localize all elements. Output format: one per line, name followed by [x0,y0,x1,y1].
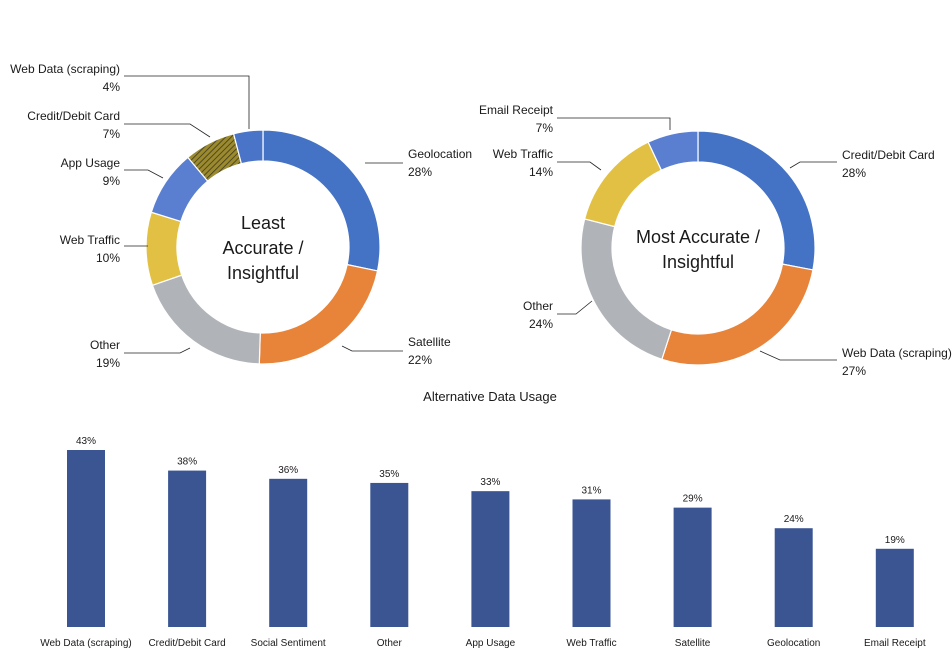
slice-value-web-data-scraping: 4% [103,80,121,94]
bar-app-usage [471,491,510,627]
bar-value-label-social-sentiment: 36% [278,465,298,476]
leader-line-credit-debit-card [124,123,211,138]
donut-center-line-2: Insightful [662,252,734,272]
leader-line-app-usage [124,169,164,179]
bar-geolocation [774,528,813,627]
bar-category-label-other: Other [377,638,403,648]
slice-value-satellite: 22% [408,353,432,367]
donut-slice-credit-debit-card [697,130,816,271]
slice-value-web-data-scraping: 27% [842,364,866,378]
donut-slice-web-traffic [145,211,183,287]
bar-category-label-web-data-scraping: Web Data (scraping) [40,638,132,648]
bar-chart-alternative-data-usage: Alternative Data Usage 43% Web Data (scra… [40,389,926,648]
bar-value-label-geolocation: 24% [784,514,804,525]
donut-slice-other [151,274,261,365]
bar-social-sentiment [269,478,308,627]
bar-value-label-other: 35% [379,469,399,480]
slice-value-credit-debit-card: 28% [842,166,866,180]
donut-chart-most-accurate: Most Accurate / Insightful Credit/Debit … [479,103,952,378]
slice-value-web-traffic: 10% [96,251,120,265]
bar-category-label-email-receipt: Email Receipt [864,638,926,648]
bar-web-traffic [572,499,611,627]
slice-label-geolocation: Geolocation [408,147,472,161]
bar-value-label-email-receipt: 19% [885,535,905,546]
donut-slice-web-data-scraping [232,129,264,165]
leader-line-web-traffic [557,161,602,171]
donut-center-line-1: Least [241,213,285,233]
slice-label-app-usage: App Usage [61,156,121,170]
donut-center-line-3: Insightful [227,263,299,283]
leader-line-other [557,300,593,315]
slice-label-web-traffic: Web Traffic [60,233,120,247]
bar-category-label-credit-debit-card: Credit/Debit Card [148,638,225,648]
bar-credit-debit-card [168,470,207,627]
slice-label-other: Other [90,338,120,352]
slice-value-other: 19% [96,356,120,370]
leader-line-web-data-scraping [759,350,837,361]
bar-satellite [673,507,712,627]
leader-line-satellite [341,345,403,352]
leader-line-web-data-scraping [124,75,250,129]
bar-email-receipt [875,548,914,627]
bar-value-label-app-usage: 33% [480,477,500,488]
slice-label-web-data-scraping: Web Data (scraping) [10,62,120,76]
bar-other [370,482,409,627]
slice-value-app-usage: 9% [103,174,121,188]
slice-label-satellite: Satellite [408,335,451,349]
donut-slice-web-data-scraping [661,263,814,366]
slice-label-web-data-scraping: Web Data (scraping) [842,346,952,360]
leader-line-credit-debit-card [789,161,837,169]
slice-value-email-receipt: 7% [536,121,554,135]
bar-chart-title: Alternative Data Usage [423,389,557,404]
bar-category-label-app-usage: App Usage [466,638,516,648]
bar-value-label-credit-debit-card: 38% [177,457,197,468]
bar-category-label-satellite: Satellite [675,638,711,648]
donut-center-line-2: Accurate / [222,238,303,258]
bar-category-label-web-traffic: Web Traffic [566,638,616,648]
bar-web-data-scraping [67,450,105,627]
slice-value-geolocation: 28% [408,165,432,179]
slice-label-email-receipt: Email Receipt [479,103,554,117]
bar-value-label-satellite: 29% [683,494,703,505]
slice-label-credit-debit-card: Credit/Debit Card [27,109,120,123]
slice-value-credit-debit-card: 7% [103,127,121,141]
leader-line-other [124,347,191,354]
leader-line-email-receipt [557,117,671,130]
donut-center-line-1: Most Accurate / [636,227,760,247]
donut-slice-web-traffic [583,141,663,228]
donut-slice-email-receipt [647,130,699,171]
bar-value-label-web-traffic: 31% [581,485,601,496]
bar-category-label-geolocation: Geolocation [767,638,820,648]
slice-label-web-traffic: Web Traffic [493,147,553,161]
bar-category-label-social-sentiment: Social Sentiment [251,638,326,648]
slice-value-other: 24% [529,317,553,331]
slice-value-web-traffic: 14% [529,165,553,179]
bar-value-label-web-data-scraping: 43% [76,436,96,447]
slice-label-other: Other [523,299,553,313]
donut-chart-least-accurate: Least Accurate / Insightful Geolocation 2… [10,62,472,370]
slice-label-credit-debit-card: Credit/Debit Card [842,148,935,162]
